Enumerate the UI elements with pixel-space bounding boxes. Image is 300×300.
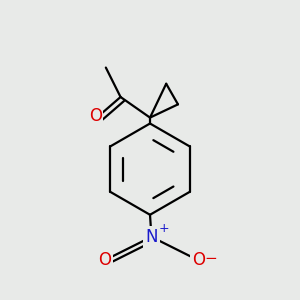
Text: +: + [158,222,169,235]
Text: N: N [145,228,158,246]
Text: −: − [205,250,217,266]
Text: O: O [192,251,205,269]
Text: O: O [98,251,111,269]
Text: O: O [89,107,102,125]
